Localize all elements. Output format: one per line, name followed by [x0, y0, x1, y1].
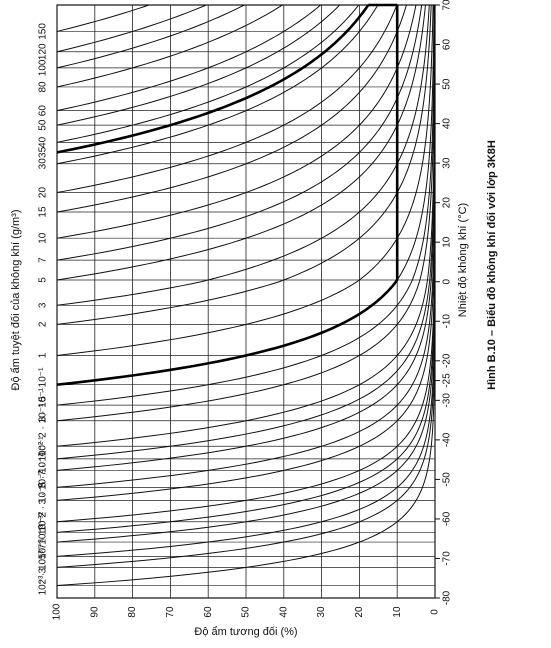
y2-tick-label: 70: [442, 0, 453, 11]
humidity-curve: [56, 4, 379, 165]
y-tick-label: 100: [38, 59, 49, 76]
y-tick-label: 3 · 10⁻¹: [38, 387, 49, 422]
y2-axis-title: Nhiệt độ không khí (°C): [457, 203, 469, 317]
y-tick-label: 35: [38, 146, 49, 158]
y-tick-label: 150: [38, 23, 49, 40]
y2-tick-label: -10: [442, 314, 453, 329]
x-tick-label: 50: [241, 606, 252, 618]
y2-tick-label: 60: [442, 39, 453, 51]
y-tick-label: 40: [38, 136, 49, 148]
humidity-curve: [56, 4, 321, 112]
y2-tick-label: -25: [442, 373, 453, 388]
y-tick-label: 50: [38, 119, 49, 131]
y-tick-label: 10⁻³: [38, 575, 49, 595]
caption: Hình B.10 – Biểu đồ không khí đối với lớ…: [486, 140, 498, 390]
y-tick-label: 2 · 10⁻³: [38, 550, 49, 585]
humidity-curve: [56, 4, 407, 213]
x-tick-label: 100: [52, 603, 63, 620]
humidity-curve: [56, 4, 423, 261]
y-tick-label: 20: [38, 187, 49, 199]
humidity-curve: [56, 4, 207, 53]
x-tick-label: 0: [430, 609, 441, 615]
y2-tick-label: 50: [442, 78, 453, 90]
y2-tick-label: -20: [442, 353, 453, 368]
y-tick-label: 5 · 10⁻²: [38, 453, 49, 488]
y-tick-label: 5 · 10⁻¹: [38, 367, 49, 402]
y2-tick-label: 40: [442, 118, 453, 130]
humidity-curve: [56, 4, 426, 281]
x-tick-label: 60: [203, 606, 214, 618]
y-axis-title: Độ ẩm tuyệt đối của không khí (g/m³): [10, 210, 22, 391]
x-tick-label: 70: [165, 606, 176, 618]
humidity-curve: [56, 4, 360, 143]
y2-tick-label: -50: [442, 472, 453, 487]
x-tick-label: 30: [316, 606, 327, 618]
y-tick-label: 15: [38, 206, 49, 218]
y-tick-label: 10⁻¹: [38, 436, 49, 456]
y2-tick-label: -70: [442, 551, 453, 566]
y-tick-label: 5 · 10⁻³: [38, 524, 49, 559]
y2-tick-label: -80: [442, 590, 453, 605]
humidity-curve: [56, 4, 417, 239]
y-tick-label: 80: [38, 81, 49, 93]
y-tick-label: 1: [38, 352, 49, 358]
humidity-curve: [56, 4, 150, 32]
humidity-curve: [56, 5, 436, 587]
y2-tick-label: 20: [442, 197, 453, 209]
y-tick-label: 2: [38, 321, 49, 327]
y-tick-label: 120: [38, 43, 49, 60]
x-tick-label: 40: [278, 606, 289, 618]
humidity-curve: [56, 4, 283, 88]
y-tick-label: 2 · 10⁻²: [38, 483, 49, 518]
y-tick-label: 3 · 10⁻³: [38, 539, 49, 574]
boundary-curve: [56, 279, 399, 386]
humidity-curve: [56, 4, 430, 306]
y2-tick-label: 10: [442, 236, 453, 248]
y-tick-label: 60: [38, 105, 49, 117]
x-tick-label: 20: [354, 606, 365, 618]
y-tick-label: 7 · 10⁻²: [38, 441, 49, 476]
y2-tick-label: 0: [442, 279, 453, 285]
humidity-curve: [56, 4, 398, 194]
y-tick-label: 2 · 10⁻¹: [38, 403, 49, 438]
x-tick-label: 90: [89, 606, 100, 618]
y-tick-label: 10: [38, 232, 49, 244]
humidity-curve: [56, 4, 434, 356]
y-tick-label: 5: [38, 277, 49, 283]
boundary-curve: [56, 4, 370, 154]
x-tick-label: 10: [392, 606, 403, 618]
y-tick-label: 10⁻²: [38, 511, 49, 531]
x-axis-title: Độ ẩm tương đối (%): [194, 626, 297, 638]
y2-tick-label: -30: [442, 393, 453, 408]
y-tick-label: 7 · 10⁻³: [38, 515, 49, 550]
x-tick-label: 80: [127, 606, 138, 618]
y-tick-label: 3 · 10⁻²: [38, 470, 49, 505]
y-tick-label: 30: [38, 158, 49, 170]
humidity-curve: [56, 4, 245, 69]
y2-tick-label: -40: [442, 432, 453, 447]
y-tick-label: 7: [38, 257, 49, 263]
humidity-curve: [56, 4, 341, 126]
y2-tick-label: -60: [442, 511, 453, 526]
humidity-curve: [56, 4, 432, 325]
y2-tick-label: 30: [442, 157, 453, 169]
y-tick-label: 3: [38, 302, 49, 308]
